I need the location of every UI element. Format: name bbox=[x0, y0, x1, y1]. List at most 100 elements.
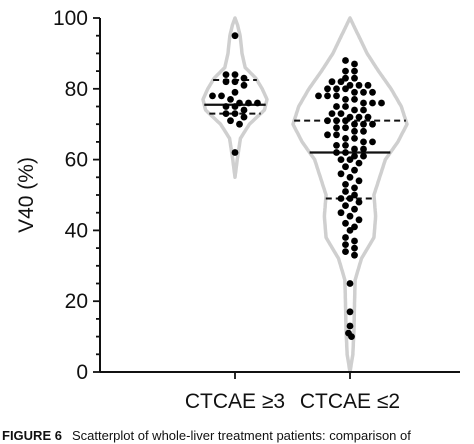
data-point-0 bbox=[231, 71, 239, 78]
data-point-1 bbox=[351, 96, 358, 103]
data-point-1 bbox=[360, 138, 367, 146]
data-point-0 bbox=[245, 99, 252, 107]
data-point-1 bbox=[364, 113, 372, 121]
data-point-1 bbox=[324, 92, 331, 100]
data-point-1 bbox=[346, 81, 354, 89]
data-point-1 bbox=[351, 106, 358, 114]
data-point-1 bbox=[342, 188, 349, 195]
data-point-1 bbox=[342, 248, 349, 256]
data-point-0 bbox=[240, 74, 248, 82]
data-point-1 bbox=[351, 74, 358, 82]
figure-label: FIGURE 6 bbox=[2, 428, 62, 443]
data-point-1 bbox=[355, 216, 363, 224]
data-point-1 bbox=[346, 173, 354, 181]
data-point-1 bbox=[351, 145, 358, 153]
data-point-1 bbox=[337, 170, 345, 178]
data-point-1 bbox=[351, 127, 358, 135]
data-point-1 bbox=[324, 131, 331, 139]
data-point-1 bbox=[333, 124, 340, 132]
data-point-1 bbox=[351, 120, 358, 128]
data-point-1 bbox=[342, 124, 349, 132]
data-point-1 bbox=[369, 99, 376, 107]
data-point-0 bbox=[231, 149, 239, 156]
data-point-1 bbox=[342, 74, 349, 82]
data-point-0 bbox=[222, 103, 230, 110]
data-point-0 bbox=[227, 96, 234, 103]
data-point-1 bbox=[337, 209, 345, 217]
y-tick-label: 60 bbox=[65, 149, 88, 172]
data-point-1 bbox=[369, 88, 376, 96]
data-point-0 bbox=[231, 78, 239, 86]
data-point-0 bbox=[231, 110, 239, 117]
figure-caption: FIGURE 6 Scatterplot of whole-liver treat… bbox=[2, 428, 474, 444]
data-point-1 bbox=[337, 110, 345, 117]
data-point-1 bbox=[333, 117, 340, 125]
data-point-1 bbox=[342, 135, 349, 142]
data-point-1 bbox=[351, 251, 358, 259]
data-point-0 bbox=[240, 106, 248, 114]
data-point-1 bbox=[351, 244, 358, 252]
data-point-1 bbox=[333, 142, 340, 149]
data-point-1 bbox=[351, 184, 358, 192]
data-point-1 bbox=[351, 152, 358, 160]
data-point-1 bbox=[324, 85, 331, 93]
x-category-label: CTCAE ≥3 bbox=[185, 390, 285, 413]
data-point-1 bbox=[342, 57, 349, 64]
y-tick-label: 80 bbox=[65, 78, 88, 101]
data-point-1 bbox=[369, 120, 376, 128]
data-point-1 bbox=[342, 96, 349, 103]
data-point-1 bbox=[333, 92, 340, 100]
data-point-1 bbox=[351, 88, 358, 96]
data-point-1 bbox=[360, 99, 367, 107]
data-point-1 bbox=[333, 103, 340, 110]
violin-scatter-chart: 0 20 40 60 80 100 CTCAE ≥3 CTCAE ≤2 V40 (%) bbox=[15, 7, 460, 413]
data-point-1 bbox=[351, 60, 358, 68]
y-tick-label: 20 bbox=[65, 290, 88, 313]
data-point-1 bbox=[351, 135, 358, 142]
data-point-1 bbox=[351, 237, 358, 245]
data-point-1 bbox=[360, 152, 367, 160]
violin-outline-1 bbox=[291, 16, 409, 374]
data-point-1 bbox=[342, 202, 349, 210]
data-point-1 bbox=[328, 78, 336, 86]
data-point-1 bbox=[346, 280, 354, 287]
caption-text: Scatterplot of whole-liver treatment pat… bbox=[71, 428, 411, 443]
data-point-1 bbox=[342, 142, 349, 149]
data-point-1 bbox=[342, 163, 349, 171]
data-point-0 bbox=[209, 92, 216, 100]
data-point-1 bbox=[348, 333, 355, 340]
data-point-1 bbox=[364, 81, 372, 89]
y-tick-label: 40 bbox=[65, 219, 88, 242]
data-point-1 bbox=[342, 103, 349, 110]
data-point-1 bbox=[324, 117, 331, 125]
data-point-1 bbox=[333, 85, 340, 93]
data-point-1 bbox=[346, 322, 354, 330]
data-point-1 bbox=[355, 198, 363, 206]
x-category-label: CTCAE ≤2 bbox=[300, 390, 400, 413]
y-axis-title: V40 (%) bbox=[15, 157, 38, 233]
data-point-0 bbox=[222, 71, 230, 78]
data-point-1 bbox=[333, 149, 340, 156]
y-tick-label: 0 bbox=[76, 361, 88, 384]
data-point-0 bbox=[231, 88, 239, 96]
data-point-1 bbox=[315, 92, 322, 100]
data-point-1 bbox=[346, 212, 354, 220]
data-point-1 bbox=[351, 166, 358, 174]
data-point-1 bbox=[369, 138, 376, 146]
data-point-0 bbox=[231, 32, 239, 40]
data-point-1 bbox=[360, 88, 367, 96]
data-point-1 bbox=[337, 195, 345, 202]
y-tick-label: 100 bbox=[53, 7, 88, 30]
data-point-0 bbox=[240, 113, 248, 121]
data-point-1 bbox=[360, 145, 367, 153]
data-point-1 bbox=[351, 67, 358, 75]
data-point-1 bbox=[355, 159, 363, 167]
data-point-1 bbox=[342, 181, 349, 188]
data-point-1 bbox=[342, 219, 349, 227]
data-point-1 bbox=[342, 241, 349, 249]
data-point-1 bbox=[346, 113, 354, 121]
violin-outline-0 bbox=[201, 16, 269, 180]
data-point-1 bbox=[355, 113, 363, 121]
data-point-1 bbox=[342, 234, 349, 241]
data-point-1 bbox=[378, 99, 385, 107]
